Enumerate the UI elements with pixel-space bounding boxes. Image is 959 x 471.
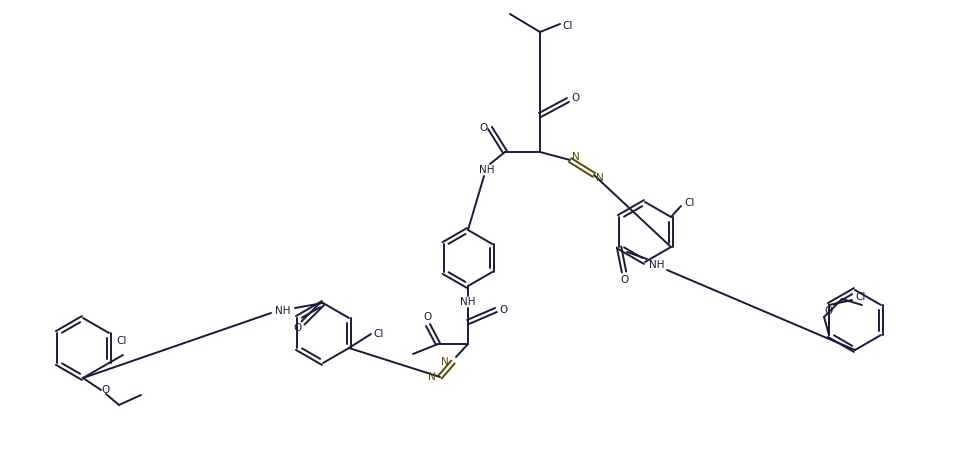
Text: O: O — [571, 93, 579, 103]
Text: N: N — [573, 152, 580, 162]
Text: Cl: Cl — [563, 21, 573, 31]
Text: N: N — [441, 357, 449, 367]
Text: NH: NH — [460, 297, 476, 307]
Text: Cl: Cl — [374, 329, 385, 339]
Text: O: O — [424, 312, 433, 322]
Text: O: O — [292, 323, 301, 333]
Text: Cl: Cl — [685, 198, 695, 208]
Text: O: O — [620, 275, 628, 285]
Text: O: O — [479, 123, 487, 133]
Text: N: N — [596, 173, 604, 183]
Text: O: O — [101, 385, 109, 395]
Text: NH: NH — [275, 306, 291, 316]
Text: O: O — [824, 306, 832, 316]
Text: O: O — [499, 305, 507, 315]
Text: NH: NH — [480, 165, 495, 175]
Text: Cl: Cl — [855, 292, 866, 302]
Text: N: N — [428, 372, 436, 382]
Text: NH: NH — [649, 260, 665, 270]
Text: Cl: Cl — [117, 336, 128, 346]
